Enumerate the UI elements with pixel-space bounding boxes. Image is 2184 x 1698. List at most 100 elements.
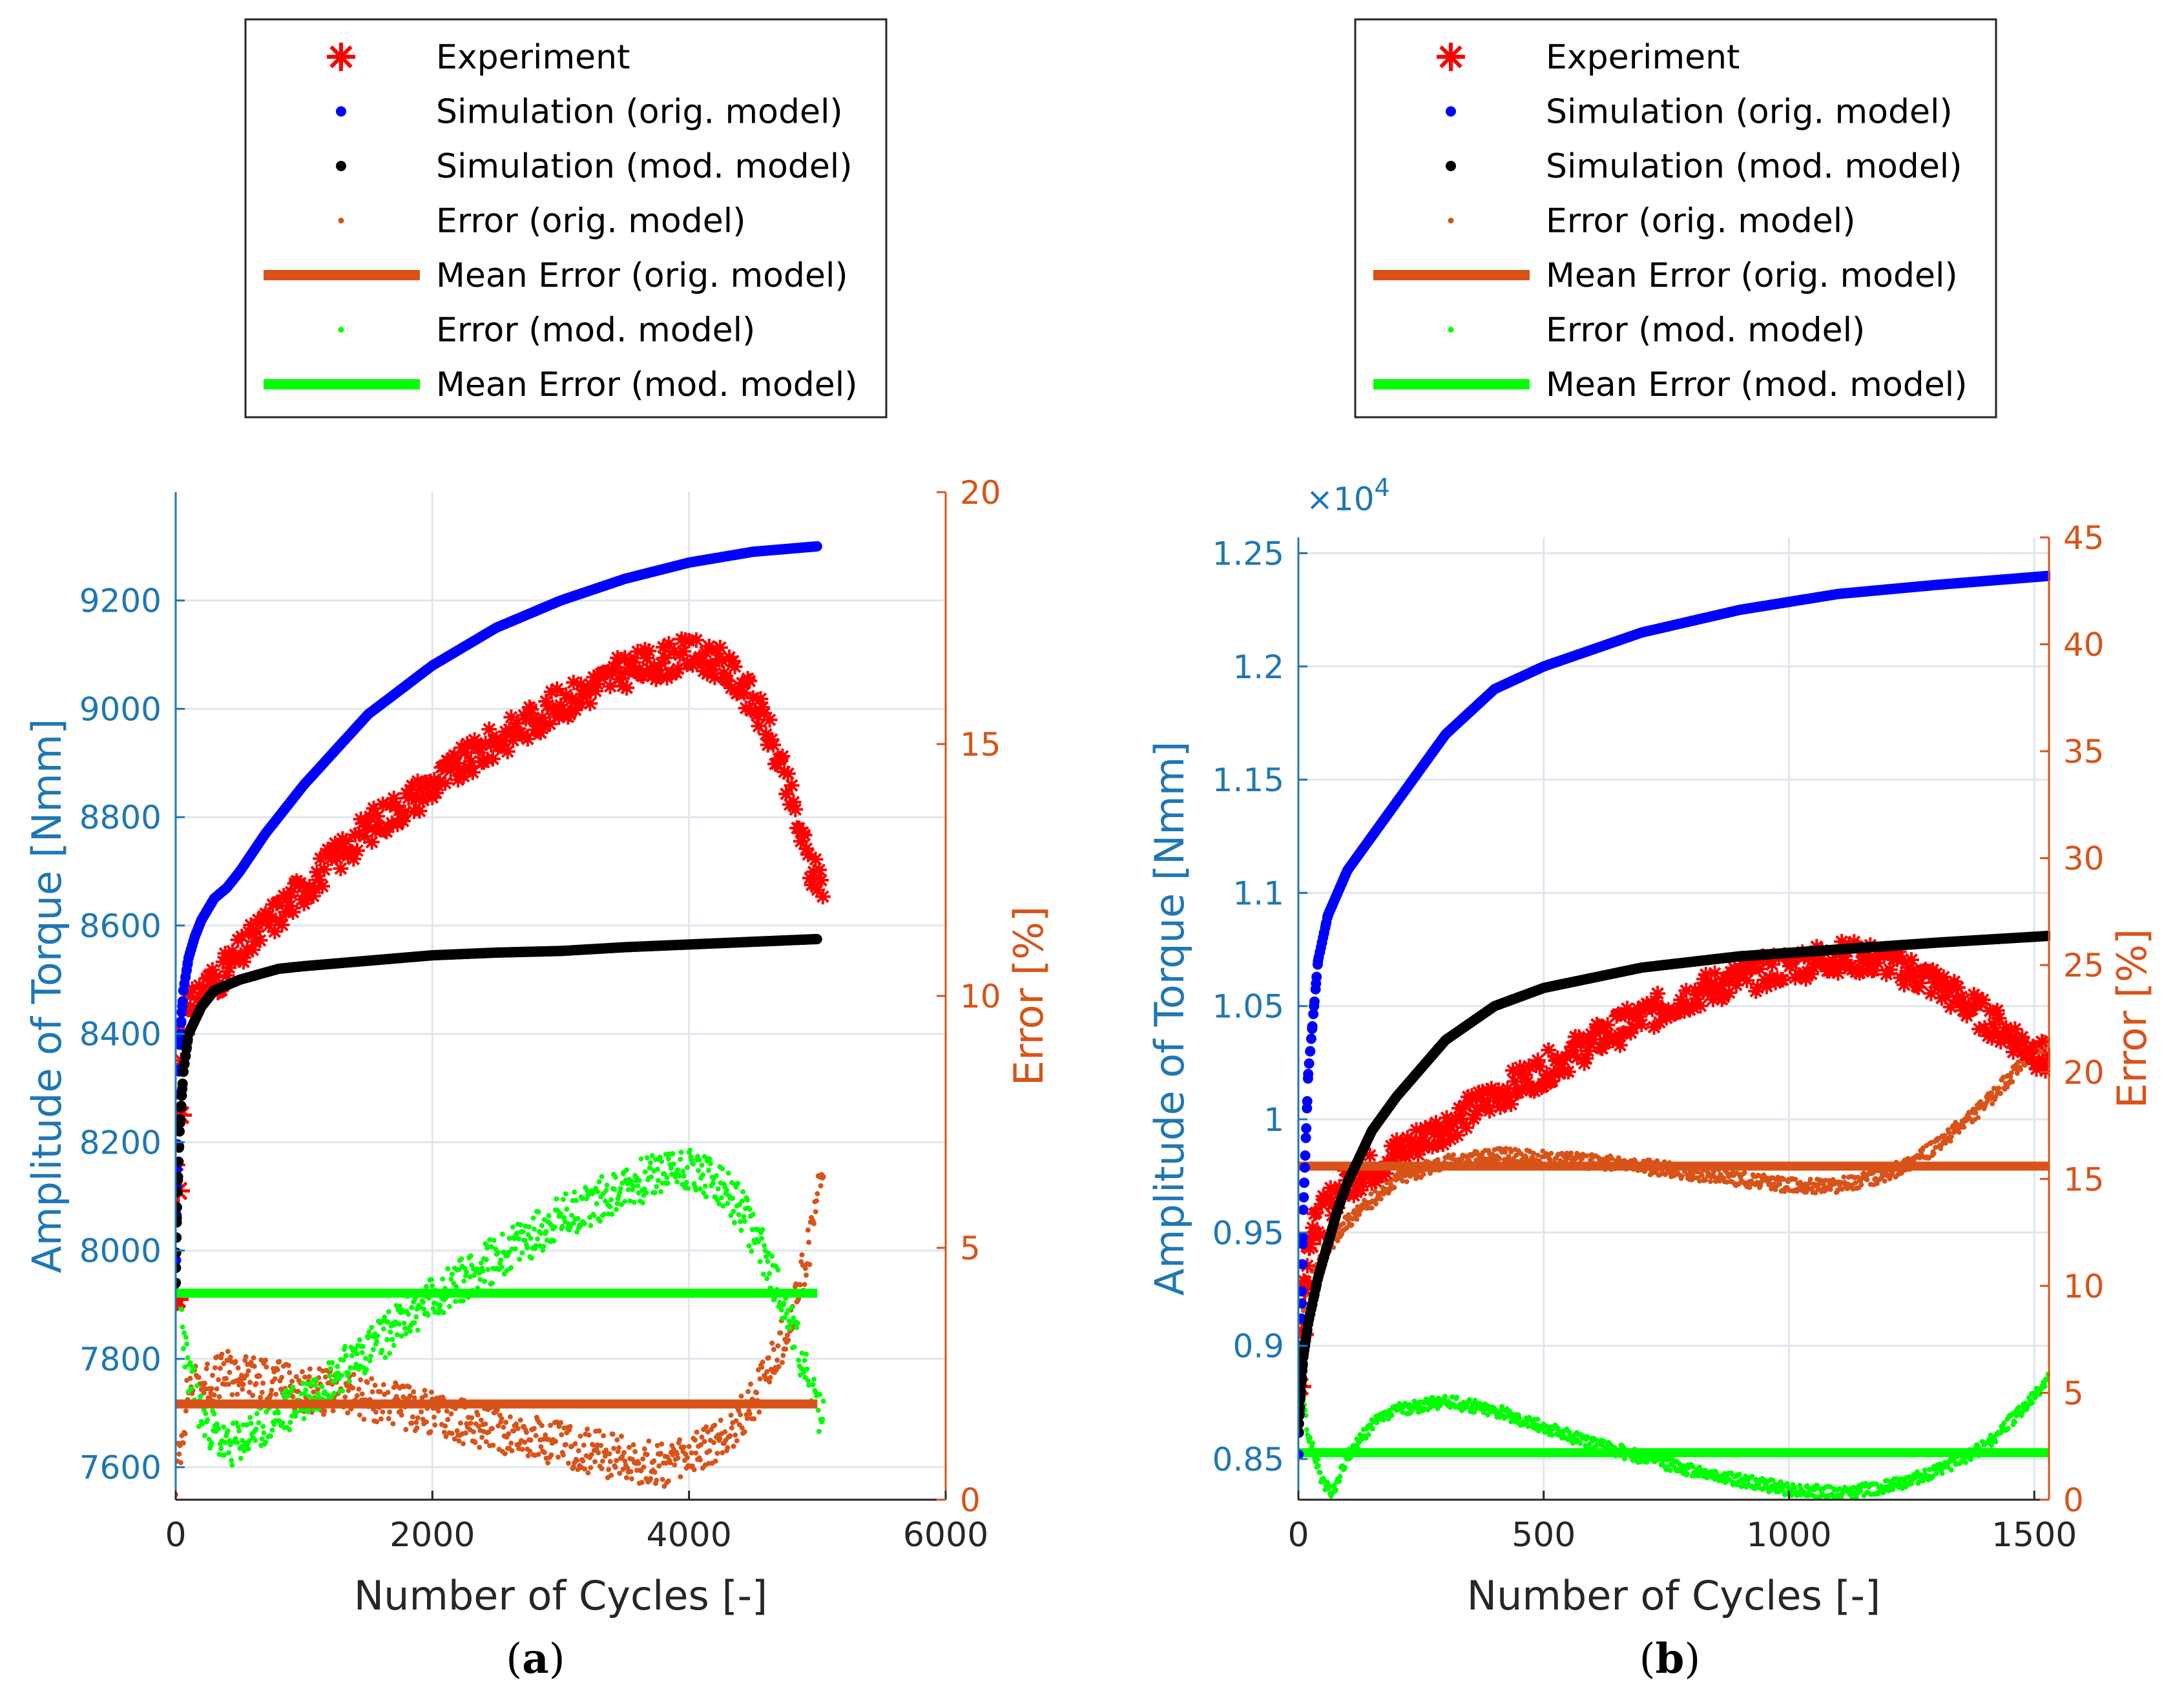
error-mod-series-point (1577, 1440, 1583, 1446)
error-mod-series-point (183, 1334, 189, 1340)
error-mod-series-point (719, 1195, 724, 1201)
error-mod-series-point (791, 1344, 797, 1350)
sim-mod-series-point (181, 1044, 192, 1055)
error-mod-series-point (594, 1201, 599, 1206)
error-orig-series-point (592, 1459, 598, 1465)
error-orig-series-point (380, 1409, 386, 1415)
error-orig-series-point (698, 1442, 704, 1447)
error-mod-series-point (396, 1321, 402, 1327)
error-mod-series-point (293, 1409, 299, 1415)
experiment-point (184, 981, 200, 997)
error-orig-series-point (624, 1475, 629, 1480)
experiment-point (751, 718, 767, 734)
error-mod-series-point (424, 1284, 430, 1289)
error-mod-series-point (245, 1446, 251, 1452)
experiment-point (357, 828, 373, 844)
experiment-point (215, 954, 231, 970)
error-orig-series-point (619, 1433, 624, 1439)
error-orig-series-point (1946, 1130, 1952, 1135)
experiment-point (428, 785, 444, 801)
error-orig-series-point (775, 1357, 780, 1363)
error-mod-series-point (804, 1351, 809, 1357)
error-orig-series-point (711, 1440, 717, 1445)
error-orig-series-point (722, 1429, 728, 1434)
error-mod-series-point (391, 1343, 397, 1348)
error-mod-series-point (205, 1417, 210, 1423)
error-orig-series-point (648, 1476, 654, 1482)
error-orig-series-point (272, 1376, 278, 1382)
error-mod-series-point (742, 1218, 747, 1224)
error-orig-series (176, 1172, 826, 1498)
error-mod-series-point (608, 1197, 614, 1203)
error-orig-series-point (639, 1480, 645, 1486)
error-mod-series-point (478, 1260, 484, 1266)
error-orig-series-point (785, 1332, 790, 1338)
error-orig-series-point (780, 1352, 786, 1358)
error-mod-series-point (1517, 1416, 1523, 1421)
error-mod-series-point (388, 1329, 393, 1335)
error-mod-series-point (1667, 1467, 1673, 1473)
error-mod-series-point (801, 1370, 807, 1376)
experiment-point (519, 731, 536, 747)
error-orig-series-point (1372, 1188, 1378, 1194)
error-mod-series-point (2017, 1405, 2023, 1410)
error-mod-series-point (1499, 1403, 1504, 1409)
error-mod-series-point (656, 1177, 661, 1183)
error-mod-series-point (582, 1221, 588, 1227)
error-mod-series-point (730, 1196, 736, 1201)
error-mod-series-point (636, 1177, 642, 1183)
error-orig-series-point (771, 1347, 776, 1352)
experiment-point (508, 716, 525, 731)
error-mod-series-point (529, 1255, 534, 1261)
error-orig-series-point (503, 1420, 509, 1425)
error-mod-series-point (1760, 1486, 1766, 1492)
error-mod-series-point (619, 1202, 624, 1208)
error-mod-series-point (665, 1181, 671, 1186)
experiment-point (635, 668, 651, 684)
x-tick-label: 2000 (390, 1516, 475, 1555)
error-orig-series-point (703, 1424, 709, 1430)
error-orig-series-point (654, 1443, 660, 1449)
error-orig-series-point (586, 1432, 592, 1438)
error-mod-series-point (720, 1203, 726, 1209)
experiment-point (397, 804, 413, 820)
error-orig-series-point (221, 1361, 227, 1367)
error-orig-series-point (651, 1458, 657, 1464)
error-mod-series-point (570, 1221, 576, 1226)
sim-orig-series-point (206, 897, 217, 908)
error-orig-series-point (515, 1425, 521, 1431)
error-mod-series-point (738, 1228, 744, 1233)
experiment-point (747, 703, 763, 720)
chart-panel-b: 0 500 1000 15000.850.90.9511.051.11.151.21.… (1146, 473, 2156, 1683)
error-mod-series-point (614, 1201, 620, 1206)
error-mod-series-point (1890, 1487, 1896, 1493)
experiment-point (778, 786, 795, 802)
error-mod-series-point (765, 1250, 771, 1256)
error-mod-series-point (227, 1442, 233, 1447)
error-mod-series-point (810, 1382, 816, 1387)
error-mod-series-point (635, 1183, 641, 1189)
error-orig-series-point (456, 1438, 462, 1444)
error-orig-series-point (350, 1385, 356, 1391)
error-orig-series-point (182, 1431, 188, 1436)
error-mod-series-point (678, 1149, 684, 1155)
error-mod-series-point (331, 1391, 337, 1396)
error-orig-series-point (268, 1392, 273, 1398)
experiment-point (503, 709, 519, 725)
error-mod-series-point (575, 1216, 581, 1221)
error-orig-series-point (448, 1411, 454, 1416)
experiment-point (190, 991, 206, 1008)
error-orig-series-point (372, 1382, 378, 1388)
error-mod-series-point (1922, 1467, 1928, 1473)
experiment-point (667, 643, 682, 659)
error-mod-series-point (244, 1422, 249, 1428)
error-mod-series-point (415, 1327, 421, 1333)
error-mod-series-point (508, 1265, 514, 1270)
experiment-point (536, 718, 552, 734)
y-tick-label-left: 8600 (79, 907, 161, 945)
error-mod-series-point (406, 1311, 411, 1317)
error-orig-series-point (260, 1380, 266, 1386)
error-mod-series-point (283, 1387, 289, 1393)
